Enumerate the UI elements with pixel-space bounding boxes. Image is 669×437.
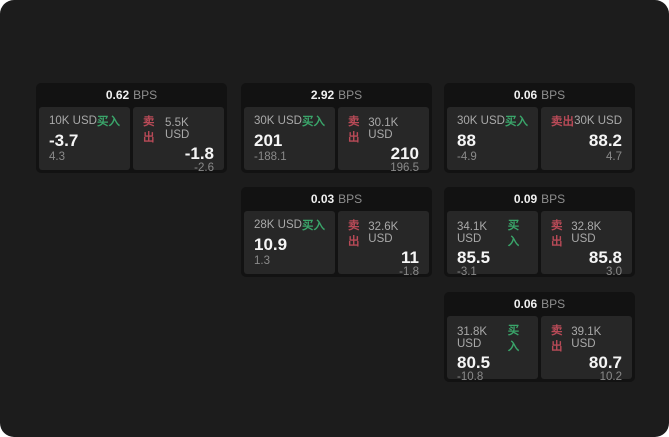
spread-unit: BPS [338, 88, 363, 102]
spread-unit: BPS [541, 192, 566, 206]
sell-price: 210 [390, 144, 419, 163]
quote-card-5: 0.09 BPS 34.1K USD 买入 85.5 -3.1 卖出 32.8K… [444, 187, 635, 278]
spread-header: 0.06 BPS [447, 83, 632, 107]
quote-card-2: 2.92 BPS 30K USD 买入 201 -188.1 卖出 30.1K … [241, 83, 432, 174]
buy-sub-value: -10.8 [457, 371, 484, 383]
spread-header: 0.03 BPS [244, 187, 429, 211]
buy-label: 买入 [505, 116, 528, 128]
sell-sub-value: 3.0 [606, 266, 622, 278]
sell-panel[interactable]: 卖出 30.1K USD 210 196.5 [338, 107, 429, 174]
sell-sub-value: -1.8 [399, 266, 419, 278]
spread-header: 0.09 BPS [447, 187, 632, 211]
buy-price: 85.5 [457, 248, 491, 267]
spread-value: 0.06 [513, 88, 538, 102]
quote-card-3: 0.06 BPS 30K USD 买入 88 -4.9 卖出 30K USD 8… [444, 83, 635, 173]
quote-card-1: 0.62 BPS 10K USD 买入 -3.7 4.3 卖出 5.5K USD… [36, 83, 227, 174]
buy-panel[interactable]: 34.1K USD 买入 85.5 -3.1 [447, 211, 538, 278]
sell-price: 88.2 [588, 130, 622, 150]
spread-value: 0.03 [310, 192, 335, 206]
sell-label: 卖出 [551, 220, 563, 248]
buy-label: 买入 [302, 220, 325, 232]
sell-price: 11 [401, 248, 419, 267]
sell-sub-value: 4.7 [606, 151, 622, 163]
sell-label: 卖出 [348, 116, 360, 144]
sell-price: -1.8 [184, 144, 214, 163]
spread-value: 2.92 [310, 88, 335, 102]
spread-header: 0.06 BPS [447, 292, 632, 316]
buy-panel[interactable]: 10K USD 买入 -3.7 4.3 [39, 107, 130, 170]
spread-unit: BPS [541, 88, 566, 102]
sell-panel[interactable]: 卖出 32.6K USD 11 -1.8 [338, 211, 429, 278]
buy-amount: 30K USD [254, 115, 302, 127]
sell-amount: 30K USD [574, 115, 622, 127]
buy-panel[interactable]: 30K USD 买入 88 -4.9 [447, 107, 538, 170]
sell-amount: 39.1K USD [571, 326, 602, 350]
sell-label: 卖出 [551, 325, 563, 353]
spread-header: 2.92 BPS [244, 83, 429, 107]
sell-sub-value: 196.5 [390, 162, 419, 174]
buy-price: 88 [457, 130, 476, 150]
spread-unit: BPS [541, 297, 566, 311]
buy-amount: 31.8K USD [457, 326, 488, 350]
quote-card-4: 0.03 BPS 28K USD 买入 10.9 1.3 卖出 32.6K US… [241, 187, 432, 278]
buy-price: -3.7 [49, 130, 79, 150]
spread-unit: BPS [133, 88, 158, 102]
sell-label: 卖出 [551, 116, 574, 128]
buy-sub-value: 1.3 [254, 255, 270, 267]
buy-label: 买入 [507, 220, 520, 248]
buy-sub-value: -4.9 [457, 151, 477, 163]
buy-price: 80.5 [457, 353, 491, 372]
sell-amount: 30.1K USD [368, 117, 399, 141]
buy-amount: 34.1K USD [457, 221, 488, 245]
buy-amount: 30K USD [457, 115, 505, 127]
sell-amount: 32.6K USD [368, 221, 399, 245]
sell-price: 80.7 [588, 353, 622, 372]
sell-panel[interactable]: 卖出 32.8K USD 85.8 3.0 [541, 211, 632, 278]
buy-label: 买入 [302, 116, 325, 128]
buy-price: 201 [254, 130, 283, 150]
sell-panel[interactable]: 卖出 39.1K USD 80.7 10.2 [541, 316, 632, 383]
sell-panel[interactable]: 卖出 5.5K USD -1.8 -2.6 [133, 107, 224, 174]
spread-header: 0.62 BPS [39, 83, 224, 107]
sell-label: 卖出 [143, 116, 155, 144]
quote-card-6: 0.06 BPS 31.8K USD 买入 80.5 -10.8 卖出 39.1… [444, 292, 635, 383]
buy-panel[interactable]: 28K USD 买入 10.9 1.3 [244, 211, 335, 274]
buy-label: 买入 [97, 116, 120, 128]
buy-sub-value: -188.1 [254, 151, 287, 163]
sell-sub-value: -2.6 [194, 162, 214, 174]
buy-price: 10.9 [254, 234, 288, 254]
spread-value: 0.06 [513, 297, 538, 311]
buy-label: 买入 [507, 325, 520, 353]
buy-amount: 28K USD [254, 219, 302, 231]
buy-amount: 10K USD [49, 115, 97, 127]
buy-panel[interactable]: 30K USD 买入 201 -188.1 [244, 107, 335, 170]
buy-sub-value: -3.1 [457, 266, 477, 278]
sell-panel[interactable]: 卖出 30K USD 88.2 4.7 [541, 107, 632, 170]
buy-panel[interactable]: 31.8K USD 买入 80.5 -10.8 [447, 316, 538, 383]
spread-value: 0.62 [105, 88, 130, 102]
sell-amount: 32.8K USD [571, 221, 602, 245]
sell-sub-value: 10.2 [599, 371, 622, 383]
sell-price: 85.8 [588, 248, 622, 267]
spread-value: 0.09 [513, 192, 538, 206]
buy-sub-value: 4.3 [49, 151, 65, 163]
sell-label: 卖出 [348, 220, 360, 248]
spread-unit: BPS [338, 192, 363, 206]
sell-amount: 5.5K USD [165, 117, 190, 141]
